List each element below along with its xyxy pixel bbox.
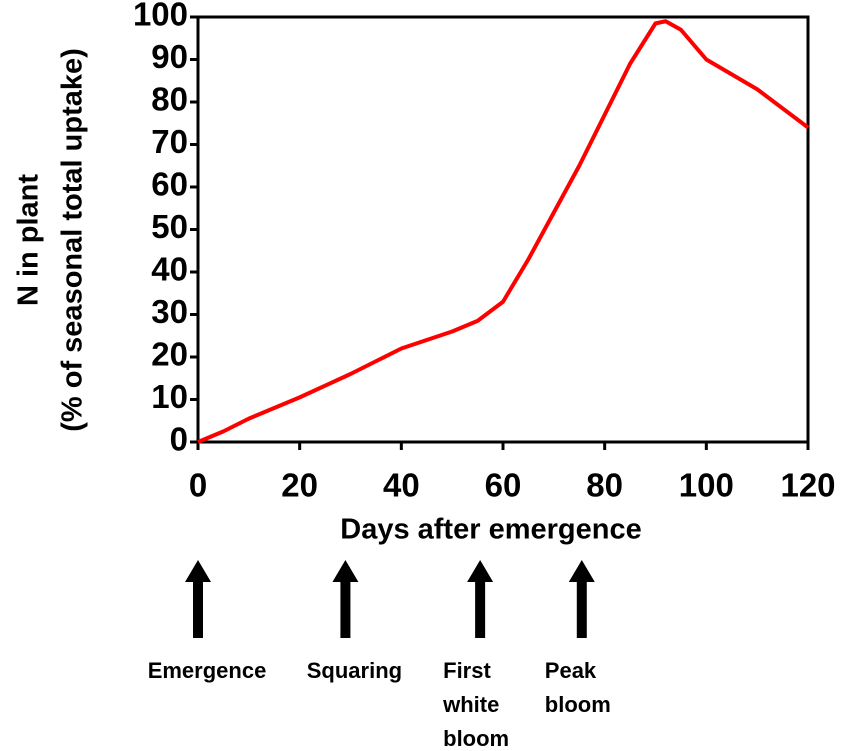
y-tick-label: 90 [151,38,188,75]
stage-label: Squaring [307,658,402,683]
stage-label: Peak [545,658,597,683]
x-tick-label: 100 [679,467,734,504]
x-tick-label: 60 [485,467,522,504]
y-tick-label: 80 [151,81,188,118]
y-tick-label: 50 [151,208,188,245]
y-tick-label: 60 [151,166,188,203]
stage-label: Emergence [148,658,267,683]
stage-label: bloom [545,692,611,717]
y-tick-label: 20 [151,336,188,373]
stage-arrow [332,560,359,638]
y-tick-label: 30 [151,293,188,330]
plot-frame [196,15,810,444]
y-tick-label: 100 [133,0,188,33]
stage-arrow [467,560,494,638]
y-tick-label: 40 [151,251,188,288]
x-tick-label: 40 [383,467,420,504]
stage-arrow [568,560,595,638]
y-tick-label: 10 [151,378,188,415]
x-tick-label: 80 [586,467,623,504]
y-axis-label: N in plant [13,174,45,306]
x-axis-label: Days after emergence [340,514,641,546]
y-axis-label: (% of seasonal total uptake) [57,48,89,432]
data-line [197,19,810,444]
stage-label: white [442,692,499,717]
y-tick-label: 0 [170,421,188,458]
stage-label: First [443,658,491,683]
x-tick-label: 20 [281,467,318,504]
x-tick-label: 120 [780,467,835,504]
stage-arrow [185,560,211,638]
y-tick-label: 70 [151,123,188,160]
stage-label: bloom [443,726,509,746]
x-tick-label: 0 [189,467,207,504]
